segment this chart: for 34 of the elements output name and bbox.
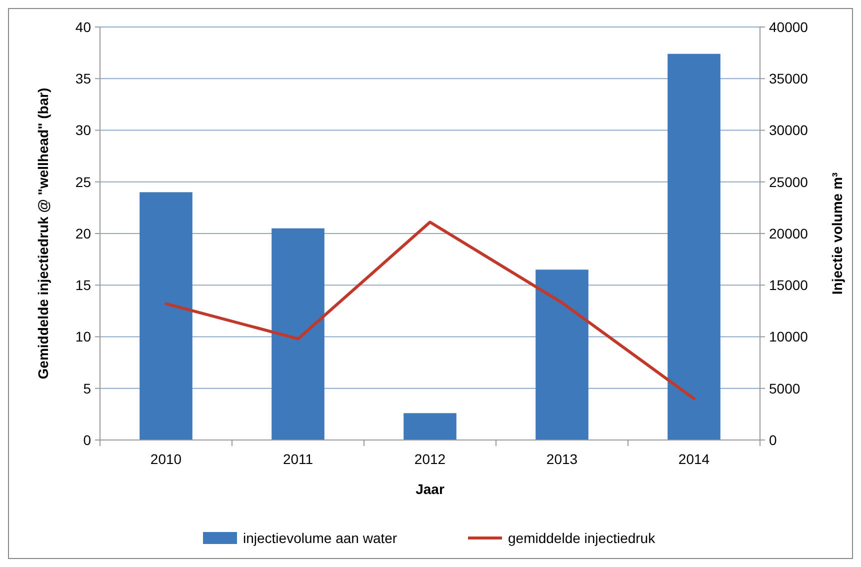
y-tick-label: 35: [75, 70, 92, 87]
x-axis-title: Jaar: [416, 481, 445, 497]
legend-label: injectievolume aan water: [243, 530, 398, 546]
bar: [536, 270, 588, 440]
y2-tick-label: 5000: [769, 380, 800, 396]
legend-label: gemiddelde injectiedruk: [508, 530, 656, 546]
y2-tick-label: 25000: [769, 174, 808, 190]
x-tick-label: 2011: [282, 451, 314, 467]
y-tick-label: 15: [75, 277, 92, 294]
x-tick-label: 2013: [546, 451, 578, 467]
x-tick-label: 2014: [678, 451, 710, 467]
y-tick-label: 25: [75, 174, 92, 190]
line-series: [164, 220, 696, 400]
y2-tick-label: 35000: [769, 70, 808, 87]
y2-tick-label: 0: [769, 432, 777, 448]
y-tick-label: 30: [75, 122, 92, 138]
y-tick-label: 20: [75, 225, 92, 242]
y-tick-label: 10: [75, 328, 92, 345]
y2-axis-title: Injectie volume m³: [829, 172, 845, 295]
y-tick-label: 0: [83, 432, 92, 448]
y2-tick-label: 15000: [769, 277, 808, 294]
y-tick-label: 5: [83, 380, 92, 396]
bar: [272, 228, 324, 440]
x-tick-label: 2012: [414, 451, 446, 467]
bar: [140, 192, 192, 440]
bar: [404, 413, 456, 440]
y2-tick-label: 30000: [769, 122, 808, 138]
y2-tick-label: 40000: [769, 18, 808, 35]
x-tick-label: 2010: [150, 451, 182, 467]
y2-tick-label: 10000: [769, 328, 808, 345]
y-tick-label: 40: [75, 18, 92, 35]
y-axis-title: Gemiddelde injectiedruk @ "wellhead" (bar): [35, 88, 51, 380]
y2-tick-label: 20000: [769, 225, 808, 242]
bar: [668, 54, 720, 440]
